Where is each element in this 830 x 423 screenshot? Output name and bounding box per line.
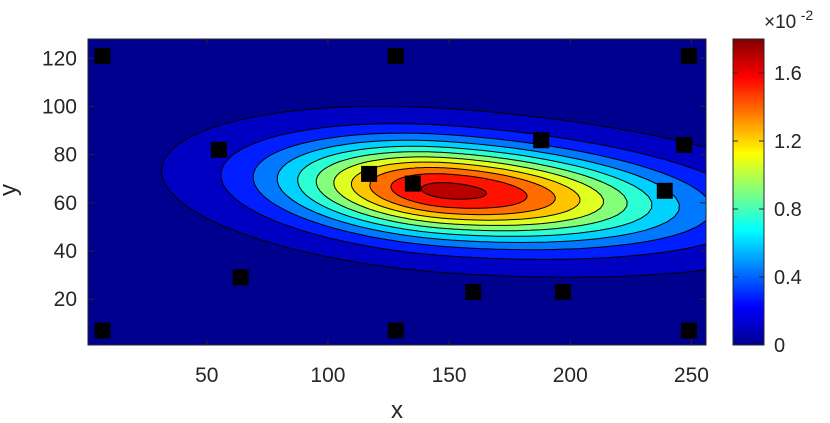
colorbar-tick-label: 0.4 bbox=[774, 267, 802, 289]
sensor-marker bbox=[361, 165, 378, 182]
colorbar-tick-label: 1.2 bbox=[774, 131, 802, 153]
y-tick-label: 80 bbox=[54, 144, 77, 167]
x-tick-label: 150 bbox=[432, 364, 467, 387]
y-tick-label: 100 bbox=[42, 95, 77, 118]
colorbar-axis: 0 0.4 0.8 1.2 1.6 bbox=[733, 63, 802, 357]
x-tick-label: 50 bbox=[195, 364, 218, 387]
x-tick-label: 250 bbox=[674, 364, 709, 387]
colorbar-tick-label: 1.6 bbox=[774, 63, 802, 85]
x-axis-label: x bbox=[391, 397, 403, 423]
sensor-marker bbox=[387, 322, 404, 339]
sensor-marker bbox=[555, 284, 571, 300]
sensor-marker bbox=[404, 175, 421, 192]
plot-area bbox=[87, 38, 707, 346]
sensor-marker bbox=[656, 182, 673, 199]
colorbar-exponent: ×10 -2 bbox=[764, 7, 813, 33]
colorbar-gradient bbox=[732, 38, 765, 346]
sensor-marker bbox=[533, 132, 550, 149]
y-axis-label: y bbox=[0, 184, 22, 196]
sensor-marker bbox=[232, 269, 249, 286]
x-tick-label: 100 bbox=[310, 364, 345, 387]
sensor-marker bbox=[681, 47, 697, 64]
y-tick-label: 120 bbox=[42, 47, 77, 70]
colorbar: 0 0.4 0.8 1.2 1.6 ×10 -2 bbox=[732, 7, 813, 357]
y-tick-label: 40 bbox=[54, 240, 77, 263]
sensor-marker bbox=[210, 141, 227, 158]
colorbar-tick-label: 0 bbox=[774, 335, 785, 357]
contour-band bbox=[420, 182, 487, 200]
colorbar-exponent-base: ×10 bbox=[764, 12, 796, 33]
y-tick-label: 60 bbox=[54, 192, 77, 215]
x-axis: 50 100 150 200 250 bbox=[195, 39, 709, 387]
sensor-marker bbox=[94, 47, 111, 64]
colorbar-exponent-power: -2 bbox=[801, 7, 814, 23]
contour-fill-layer bbox=[161, 105, 706, 278]
sensor-marker bbox=[465, 284, 482, 300]
x-tick-label: 200 bbox=[553, 364, 588, 387]
plot-frame bbox=[87, 38, 707, 346]
sensor-marker bbox=[387, 47, 404, 64]
y-axis: 20 40 60 80 100 120 bbox=[42, 47, 706, 311]
marker-layer bbox=[94, 47, 697, 339]
sensor-marker bbox=[94, 322, 111, 339]
y-tick-label: 20 bbox=[54, 288, 77, 311]
sensor-marker bbox=[681, 322, 697, 339]
sensor-marker bbox=[676, 137, 693, 153]
colorbar-tick-label: 0.8 bbox=[774, 199, 802, 221]
